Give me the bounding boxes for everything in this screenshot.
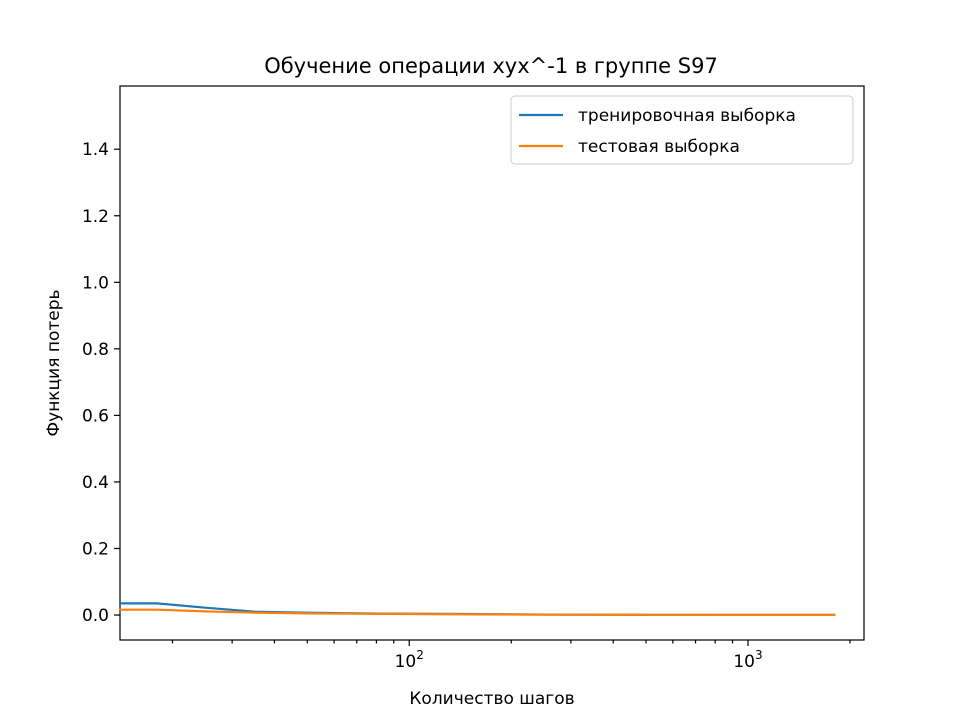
y-tick-label: 1.0 [82,273,109,293]
y-axis-label: Функция потерь [44,289,64,436]
y-tick-label: 1.4 [82,140,109,160]
y-tick-label: 0.4 [82,473,109,493]
plot-frame [119,85,865,641]
y-axis: 0.0 0.2 0.4 0.6 0.8 1.0 1.2 1.4 [82,140,120,626]
series-line-0 [118,602,836,617]
legend-box [510,95,854,165]
y-tick-label: 0.8 [82,340,109,360]
x-axis-label: Количество шагов [409,689,574,709]
y-tick-label: 1.2 [82,207,109,227]
plot-area: 0.0 0.2 0.4 0.6 0.8 1.0 1.2 1.4 102 103 [82,85,865,672]
chart-title: Обучение операции xyx^-1 в группе S97 [264,54,718,78]
x-axis: 102 103 [171,640,851,672]
legend: тренировочная выборка тестовая выборка [510,95,854,165]
y-tick-label: 0.0 [82,606,109,626]
x-tick-label: 103 [733,648,762,672]
x-tick-label: 102 [395,648,424,672]
series-line-1 [118,608,836,617]
y-tick-label: 0.2 [82,539,109,559]
legend-label-train: тренировочная выборка [578,106,796,126]
series-group [118,602,836,617]
legend-label-test: тестовая выборка [578,137,740,157]
y-tick-label: 0.6 [82,406,109,426]
